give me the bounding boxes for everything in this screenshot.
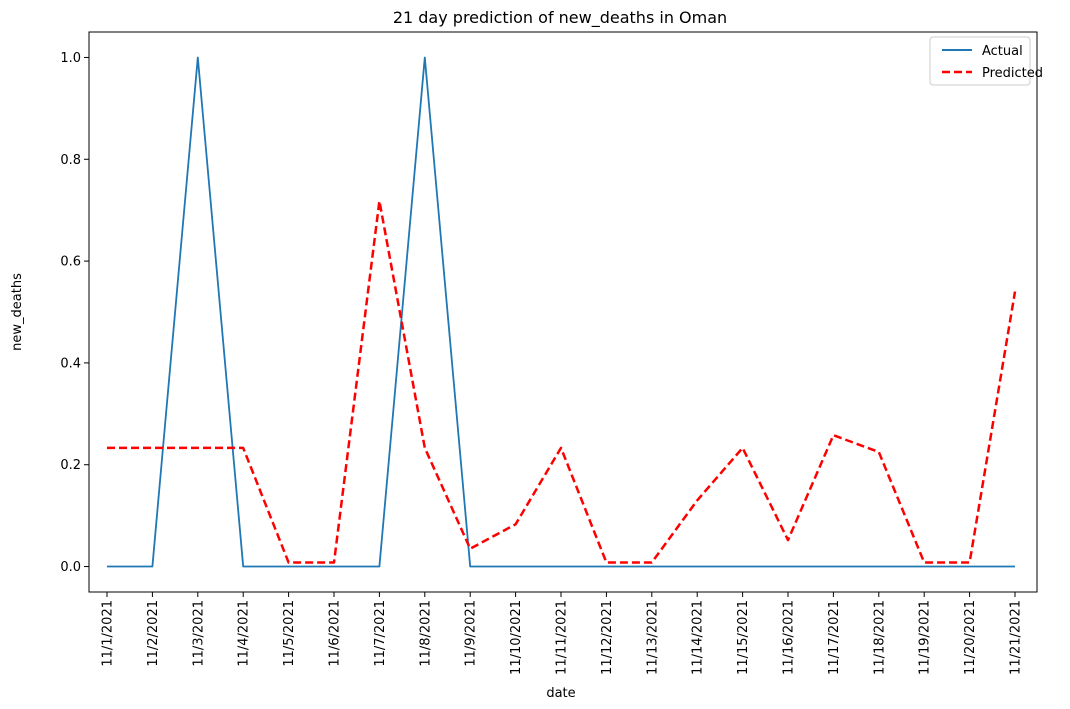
x-tick-label: 11/9/2021 [464,600,479,667]
x-tick-label: 11/16/2021 [782,600,797,675]
series-line-predicted [107,199,1017,564]
y-tick-label: 0.0 [60,560,81,575]
y-axis: 0.0 0.2 0.4 0.6 0.8 1.0 [60,51,89,575]
x-tick-label: 11/7/2021 [373,600,388,667]
x-tick-label: 11/1/2021 [101,600,116,667]
x-tick-label: 11/13/2021 [645,600,660,675]
legend-label-actual: Actual [982,44,1023,59]
x-tick-label: 11/10/2021 [509,600,524,675]
series-line-actual [107,56,1015,568]
y-tick-label: 0.6 [60,255,81,270]
y-axis-label: new_deaths [10,273,25,351]
plot-area [88,31,1038,593]
series-layer [107,56,1017,568]
x-tick-label: 11/5/2021 [282,600,297,667]
x-tick-label: 11/14/2021 [691,600,706,675]
y-tick-label: 0.4 [60,356,81,371]
chart-title: 21 day prediction of new_deaths in Oman [393,8,727,28]
x-tick-label: 11/15/2021 [736,600,751,675]
x-tick-label: 11/20/2021 [963,600,978,675]
x-tick-label: 11/3/2021 [191,600,206,667]
x-tick-label: 11/19/2021 [918,600,933,675]
x-tick-label: 11/12/2021 [600,600,615,675]
y-tick-label: 0.2 [60,458,81,473]
y-tick-label: 0.8 [60,153,81,168]
x-tick-label: 11/21/2021 [1009,600,1024,675]
legend: Actual Predicted [929,36,1043,86]
x-tick-label: 11/8/2021 [418,600,433,667]
x-axis: 11/1/2021 11/2/2021 11/3/2021 11/4/2021 11/5… [101,592,1024,675]
x-tick-label: 11/17/2021 [827,600,842,675]
x-tick-label: 11/18/2021 [872,600,887,675]
x-tick-label: 11/4/2021 [237,600,252,667]
x-tick-label: 11/2/2021 [146,600,161,667]
legend-label-predicted: Predicted [982,66,1043,81]
x-tick-label: 11/11/2021 [555,600,570,675]
x-axis-label: date [546,686,575,701]
x-tick-label: 11/6/2021 [328,600,343,667]
y-tick-label: 1.0 [60,51,81,66]
